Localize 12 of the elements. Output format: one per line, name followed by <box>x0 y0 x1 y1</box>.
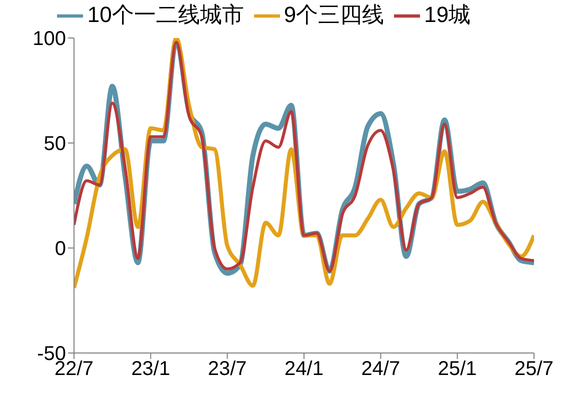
x-tick-label: 23/1 <box>131 358 170 380</box>
legend-label: 10个一二线城市 <box>87 2 244 27</box>
x-tick-label: 25/7 <box>514 358 554 380</box>
x-tick-label: 24/7 <box>361 358 400 380</box>
y-tick-label: 50 <box>44 133 66 156</box>
legend-label: 9个三四线 <box>284 2 384 27</box>
y-tick-label: 0 <box>54 238 66 260</box>
x-tick-label: 24/1 <box>284 358 324 380</box>
x-tick-label: 23/7 <box>208 358 247 380</box>
x-tick-label: 25/1 <box>438 358 477 380</box>
y-tick-label: 100 <box>32 28 66 50</box>
legend-label: 19城 <box>424 2 471 27</box>
